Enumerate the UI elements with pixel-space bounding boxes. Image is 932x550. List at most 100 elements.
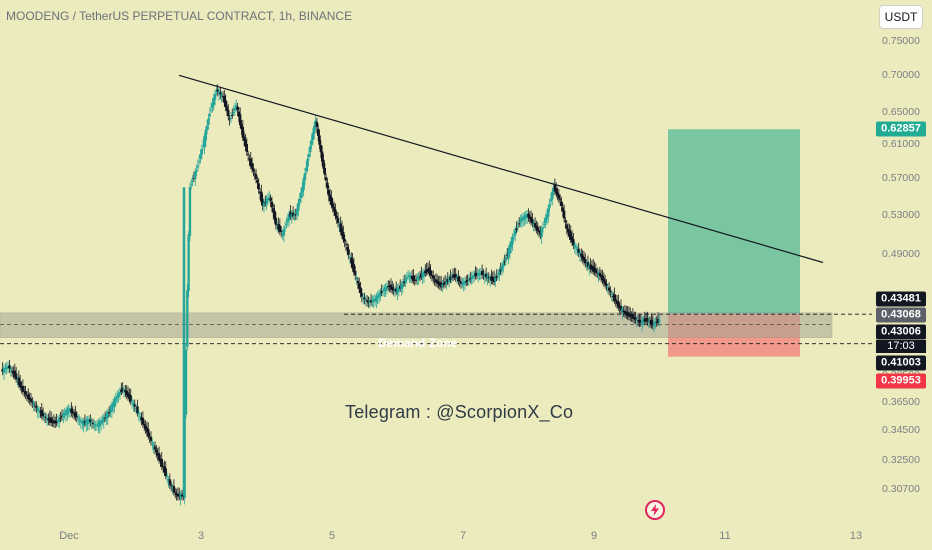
candle-body [232,111,235,113]
candle-body [603,280,607,285]
candle-body [412,275,415,282]
candle-body [282,229,286,236]
candle-body [19,381,22,387]
candle-body [225,106,229,111]
candle-body [528,216,531,219]
candle-body [564,220,567,222]
candle-body [402,281,406,284]
candle-body [363,297,366,300]
candle-body [517,223,521,225]
candle-body [281,233,284,235]
candle-body [413,279,416,281]
candle-body [388,285,391,288]
candle-body [72,413,76,415]
candle-body [395,288,398,293]
candle-body [56,420,60,422]
y-tick-label: 0.75000 [882,34,920,47]
candle-body [634,317,637,320]
candle-body [354,270,357,276]
candle-body [237,111,241,117]
candle-body [47,418,50,421]
currency-unit-button[interactable]: USDT [879,5,923,29]
candle-body [429,270,432,276]
candle-body [71,411,74,414]
candle-body [107,412,111,414]
candle-body [143,424,146,426]
candle-body [652,322,656,327]
candle-body [355,277,358,279]
candle-body [299,192,303,199]
candle-body [110,404,114,412]
candle-body [611,295,615,297]
candle-body [274,217,278,225]
candle-body [279,230,283,232]
candle-body [10,370,14,372]
candle-body [418,276,422,278]
candle-body [342,232,345,240]
candle-body [643,318,646,322]
candle-body [551,191,554,200]
candle-body [487,277,490,279]
candle-body [430,274,434,276]
candle-body [326,182,329,189]
candle-body [490,276,493,281]
candle-body [101,420,104,422]
mid-price-badge: 0.43068 [876,307,926,323]
chart-title: MOODENG / TetherUS PERPETUAL CONTRACT, 1… [6,9,353,23]
candle-body [28,397,31,400]
candle-body [207,118,210,125]
candle-body [570,236,574,243]
candle-body [40,409,43,417]
candle-body [9,368,12,371]
candle-body [511,236,514,245]
candle-body [633,317,636,319]
candle-body [192,177,196,179]
candle-body [203,136,206,148]
candle-body [334,209,337,216]
candle-body [254,174,258,179]
candle-body [494,277,497,282]
candle-body [536,227,539,231]
candle-body [443,281,447,285]
candle-body [410,275,414,280]
candle-body [313,125,316,134]
candle-body [200,149,204,155]
candle-body [658,319,661,322]
candle-body [405,277,408,280]
candle-body [176,493,180,497]
candle-body [29,398,33,402]
x-tick-label: 9 [590,530,598,542]
candle-body [447,278,451,282]
candle-body [250,163,254,169]
candle-body [257,183,260,190]
candle-body [328,194,332,201]
candle-body [241,126,245,138]
candle-body [169,485,173,487]
candle-body [293,214,296,216]
candle-body [315,121,319,128]
candle-body [618,307,621,309]
candle-body [344,243,348,245]
candle-body [165,476,169,478]
candle-body [360,293,364,297]
candle-body [301,187,304,193]
candle-body [466,280,469,282]
candle-body [303,173,307,181]
candle-body [400,284,403,290]
candle-body [562,210,566,219]
candle-body [95,424,99,426]
candle-body [147,429,150,437]
candle-body [389,284,393,290]
demand-zone [0,312,833,338]
candle-body [519,219,522,223]
candle-body [441,284,444,287]
bar-countdown: 17:03 [876,340,926,353]
lightning-bolt-icon[interactable] [645,500,665,520]
candle-body [35,406,38,408]
candle-body [152,444,155,447]
candle-body [428,267,431,274]
candle-body [64,410,68,416]
candle-body [585,263,588,265]
candle-body [449,276,452,281]
